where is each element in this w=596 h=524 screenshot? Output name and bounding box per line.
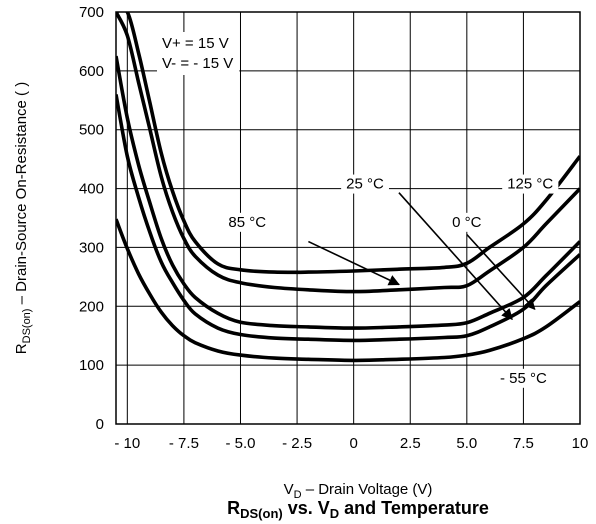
series-line-1	[116, 12, 580, 294]
annotations-group: 125 °C 85 °C 25 °C 0 °C - 55 °C	[223, 174, 559, 388]
tick-labels: - 10- 7.5- 5.0- 2.5 0 2.5 5.0 7.5 10010020030…	[79, 4, 588, 452]
y-axis-label-end: – Drain-Source On-Resistance ( )	[13, 82, 30, 309]
plot-frame	[115, 11, 581, 425]
x-tick-label: 5.0	[456, 435, 477, 452]
annotation-background	[223, 212, 272, 232]
x-axis-label-main: V	[284, 481, 294, 498]
condition-vminus: V- = - 15 V	[162, 55, 233, 72]
series-line-2	[116, 55, 580, 330]
series-group	[116, 12, 580, 363]
y-axis-label: RDS(on) – Drain-Source On-Resistance ( )	[13, 82, 33, 354]
y-tick-label: 600	[79, 63, 104, 80]
y-tick-label: 700	[79, 4, 104, 21]
title-sub: DS(on)	[240, 506, 283, 521]
series-annotation: 85 °C	[228, 214, 266, 231]
annotation-background	[447, 212, 487, 232]
conditions-box: V+ = 15 V V- = - 15 V	[157, 32, 240, 75]
x-tick-label: - 2.5	[282, 435, 312, 452]
x-axis-label: VD – Drain Voltage (V)	[284, 481, 433, 501]
y-tick-label: 500	[79, 122, 104, 139]
x-axis-label-sub: D	[294, 489, 302, 501]
title-end: and Temperature	[339, 498, 489, 518]
x-tick-label: - 10	[114, 435, 140, 452]
x-axis-label-end: – Drain Voltage (V)	[302, 481, 433, 498]
annotation-arrow	[466, 233, 536, 311]
y-tick-label: 200	[79, 298, 104, 315]
title-mid: vs. V	[283, 498, 330, 518]
x-tick-label: - 7.5	[169, 435, 199, 452]
y-axis-label-main: R	[13, 343, 30, 354]
annotation-background	[502, 174, 559, 194]
title-main: R	[227, 498, 240, 518]
series-annotation: - 55 °C	[500, 370, 547, 387]
annotation-background	[494, 368, 552, 388]
x-tick-label: 10	[572, 435, 589, 452]
series-line-3	[116, 94, 580, 343]
x-tick-label: 2.5	[400, 435, 421, 452]
y-tick-label: 0	[96, 416, 104, 433]
annotation-arrow	[398, 192, 513, 321]
annotation-background	[341, 174, 389, 194]
series-line-4	[116, 218, 580, 363]
series-annotation: 125 °C	[507, 176, 553, 193]
title-sub2: D	[330, 506, 339, 521]
annotation-arrow	[308, 240, 400, 286]
condition-vplus: V+ = 15 V	[162, 35, 229, 52]
x-tick-label: 7.5	[513, 435, 534, 452]
y-axis-label-sub: DS(on)	[21, 309, 33, 344]
y-tick-label: 400	[79, 181, 104, 198]
y-tick-label: 300	[79, 239, 104, 256]
x-tick-label: 0	[349, 435, 357, 452]
series-line-0	[116, 12, 580, 275]
y-tick-label: 100	[79, 357, 104, 374]
series-annotation: 25 °C	[346, 176, 384, 193]
series-annotation: 0 °C	[452, 214, 482, 231]
x-tick-label: - 5.0	[225, 435, 255, 452]
chart-title: RDS(on) vs. VD and Temperature	[227, 498, 489, 521]
